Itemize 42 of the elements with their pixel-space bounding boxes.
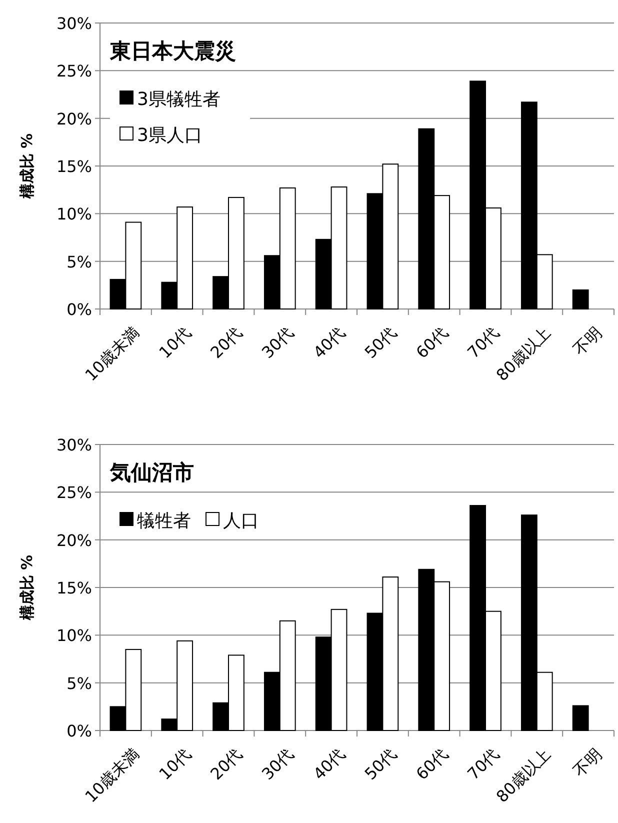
x-tick-label: 40代 [309,322,349,362]
y-tick-label: 5% [66,252,92,272]
bar [572,289,589,310]
x-tick-label: 10歳未満 [81,322,144,385]
y-tick-label: 0% [66,300,92,319]
y-tick-label: 30% [56,14,92,33]
x-tick-label: 不明 [570,744,606,780]
legend-label: 3県人口 [137,125,202,146]
y-tick-label: 20% [56,530,92,550]
y-tick-label: 0% [66,722,92,740]
y-tick-label: 20% [56,109,92,128]
y-tick-label: 25% [56,483,92,502]
bar [572,705,589,731]
y-tick-label: 10% [56,626,92,646]
y-tick-label: 25% [56,62,92,81]
y-tick-label: 15% [56,578,92,598]
y-tick-label: 15% [56,157,92,176]
x-tick-label: 70代 [464,322,503,362]
x-tick-label: 10歳未満 [81,744,144,806]
x-tick-label: 20代 [206,322,246,362]
x-tick-label: 70代 [464,744,503,784]
legend-label: 犠牲者 [137,510,191,532]
legend-label: 3県犠牲者 [137,89,220,110]
x-tick-label: 10代 [155,322,194,362]
x-tick-label: 20代 [206,744,246,784]
y-axis-title: 構成比 % [18,554,36,622]
x-tick-label: 60代 [412,322,452,362]
y-tick-label: 10% [56,204,92,224]
legend-label: 人口 [223,510,259,532]
x-tick-label: 50代 [360,744,400,784]
x-tick-label: 50代 [360,322,400,362]
y-tick-label: 5% [66,674,92,693]
x-tick-label: 60代 [412,744,452,784]
text: 気仙沼市 [109,460,194,484]
text: 東日本大震災 [109,39,236,63]
x-tick-label: 不明 [570,322,606,359]
x-tick-label: 30代 [258,322,298,362]
y-axis-title: 構成比 % [18,133,36,200]
y-tick-label: 30% [56,436,92,454]
x-tick-label: 40代 [309,744,349,784]
x-tick-label: 10代 [155,744,194,784]
x-tick-label: 30代 [258,744,298,784]
